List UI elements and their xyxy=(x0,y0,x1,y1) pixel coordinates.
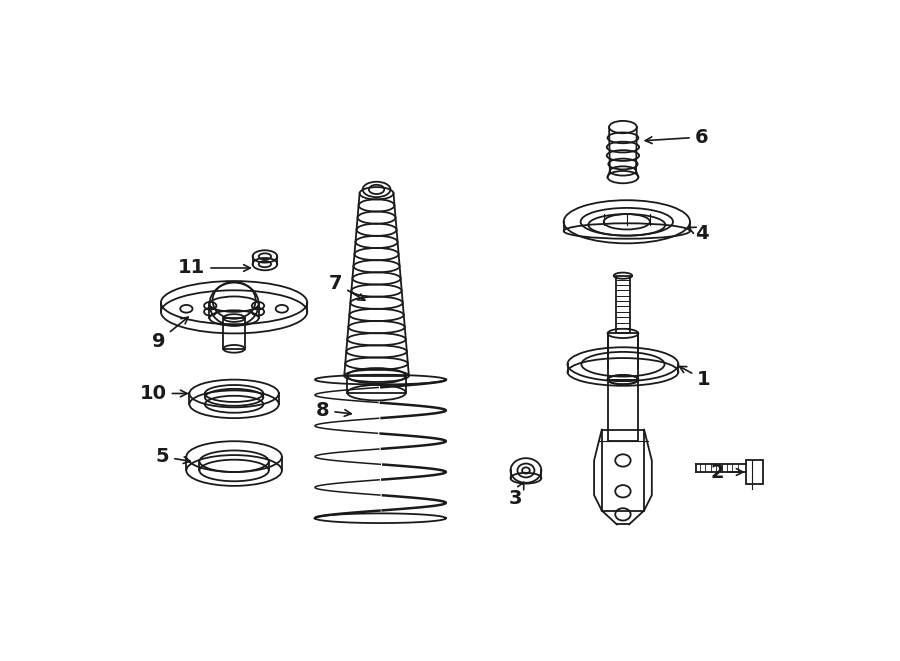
Text: 6: 6 xyxy=(645,128,708,147)
Bar xyxy=(347,375,406,393)
Bar xyxy=(223,318,245,349)
Bar xyxy=(608,333,638,379)
Text: 5: 5 xyxy=(156,447,190,466)
Text: 7: 7 xyxy=(329,274,364,300)
Bar xyxy=(602,430,644,510)
Bar xyxy=(746,459,763,485)
Bar xyxy=(616,276,630,333)
Text: 4: 4 xyxy=(688,224,708,243)
Bar xyxy=(608,379,638,442)
Text: 9: 9 xyxy=(152,317,188,350)
Text: 10: 10 xyxy=(140,384,187,403)
Text: 1: 1 xyxy=(680,366,711,389)
Text: 2: 2 xyxy=(710,463,743,481)
Text: 8: 8 xyxy=(316,401,351,420)
Text: 3: 3 xyxy=(508,483,524,508)
Text: 11: 11 xyxy=(178,258,250,278)
